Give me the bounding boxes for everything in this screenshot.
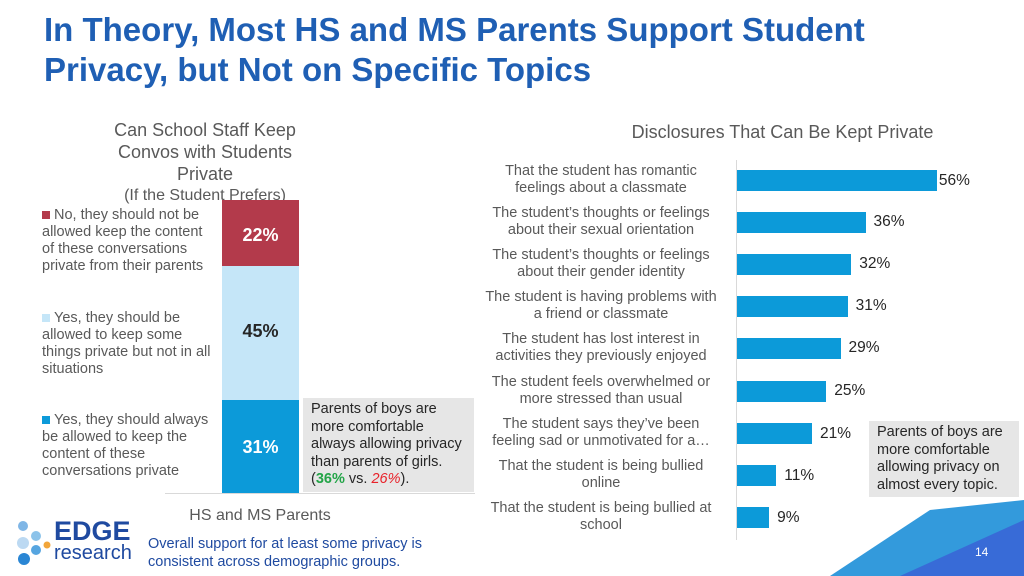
legend-label: No, they should not be allowed keep the …	[42, 207, 204, 274]
bar	[737, 380, 827, 402]
legend-swatch	[42, 211, 50, 219]
bar	[737, 506, 770, 528]
right-chart-title: Disclosures That Can Be Kept Private	[631, 122, 934, 142]
stacked-bar: 31% 45% 22%	[222, 200, 299, 493]
category-label: That the student has romantic feelings a…	[505, 163, 697, 196]
segment-label: 45%	[242, 320, 279, 341]
page-title: In Theory, Most HS and MS Parents Suppor…	[44, 11, 865, 88]
note-text: Parents of boys are more comfortable alw…	[311, 401, 462, 470]
edge-research-logo: EDGE research	[14, 518, 144, 568]
boys-topics-note: Parents of boys are more comfortable all…	[869, 421, 1019, 497]
bar-value-label: 56%	[938, 172, 970, 189]
category-label: The student’s thoughts or feelings about…	[492, 247, 710, 281]
bar-value-label: 25%	[834, 381, 866, 399]
note-close: ).	[400, 471, 410, 487]
bar-value-label: 29%	[848, 339, 880, 357]
page-number: 14	[975, 545, 989, 559]
segment-label: 22%	[242, 225, 279, 246]
right-axis-line	[736, 160, 737, 540]
bar-value-label: 9%	[777, 508, 800, 526]
left-chart-title-text: Can School Staff Keep Convos with Studen…	[114, 120, 296, 184]
category-label: The student says they’ve been feeling sa…	[492, 415, 710, 449]
bar-value-label: 31%	[855, 297, 887, 315]
category-label: The student’s thoughts or feelings about…	[492, 205, 710, 239]
legend-label: Yes, they should always be allowed to ke…	[42, 412, 209, 479]
left-chart-title: Can School Staff Keep Convos with Studen…	[60, 119, 350, 207]
segment-label: 31%	[242, 437, 279, 458]
category-label: The student has lost interest in activit…	[495, 331, 707, 365]
boys-pct: 36%	[315, 471, 345, 487]
decor-indigo	[900, 520, 1024, 576]
stack-segment: 45%	[222, 265, 299, 401]
left-axis-line	[165, 493, 475, 494]
legend-no: No, they should not be allowed keep the …	[42, 207, 217, 275]
logo-text: EDGE	[54, 516, 131, 546]
bar	[737, 254, 852, 276]
left-chart-subtitle: (If the Student Prefers)	[124, 187, 286, 204]
category-label: The student is having problems with a fr…	[485, 289, 717, 323]
logo-subtext: research	[54, 542, 132, 564]
stack-segment: 22%	[222, 200, 299, 266]
bar-value-label: 11%	[784, 466, 815, 484]
stack-segment: 31%	[222, 400, 299, 493]
bar	[737, 464, 777, 486]
bar-value-label: 36%	[873, 213, 905, 231]
bar-value-label: 21%	[819, 424, 851, 442]
bar	[737, 212, 866, 234]
bar	[737, 170, 937, 191]
girls-pct: 26%	[371, 471, 401, 487]
summary-text: Overall support for at least some privac…	[148, 536, 422, 570]
category-label: That the student is being bullied online	[498, 457, 704, 491]
bar-value-label: 32%	[859, 255, 891, 273]
bar	[737, 338, 841, 360]
category-label: The student feels overwhelmed or more st…	[491, 373, 711, 407]
note-paren: (	[311, 471, 316, 487]
legend-always: Yes, they should always be allowed to ke…	[42, 412, 217, 480]
bar	[737, 296, 848, 318]
legend-swatch	[42, 314, 50, 322]
category-label: That the student is being bullied at sch…	[490, 499, 712, 533]
note-vs: vs.	[344, 471, 372, 487]
bar	[737, 422, 812, 444]
boys-vs-girls-note: Parents of boys are more comfortable alw…	[303, 398, 474, 492]
legend-some: Yes, they should be allowed to keep some…	[42, 310, 217, 378]
left-x-label: HS and MS Parents	[189, 507, 331, 524]
legend-swatch	[42, 416, 50, 424]
logo-dots-icon	[17, 521, 51, 565]
legend-label: Yes, they should be allowed to keep some…	[42, 310, 211, 377]
